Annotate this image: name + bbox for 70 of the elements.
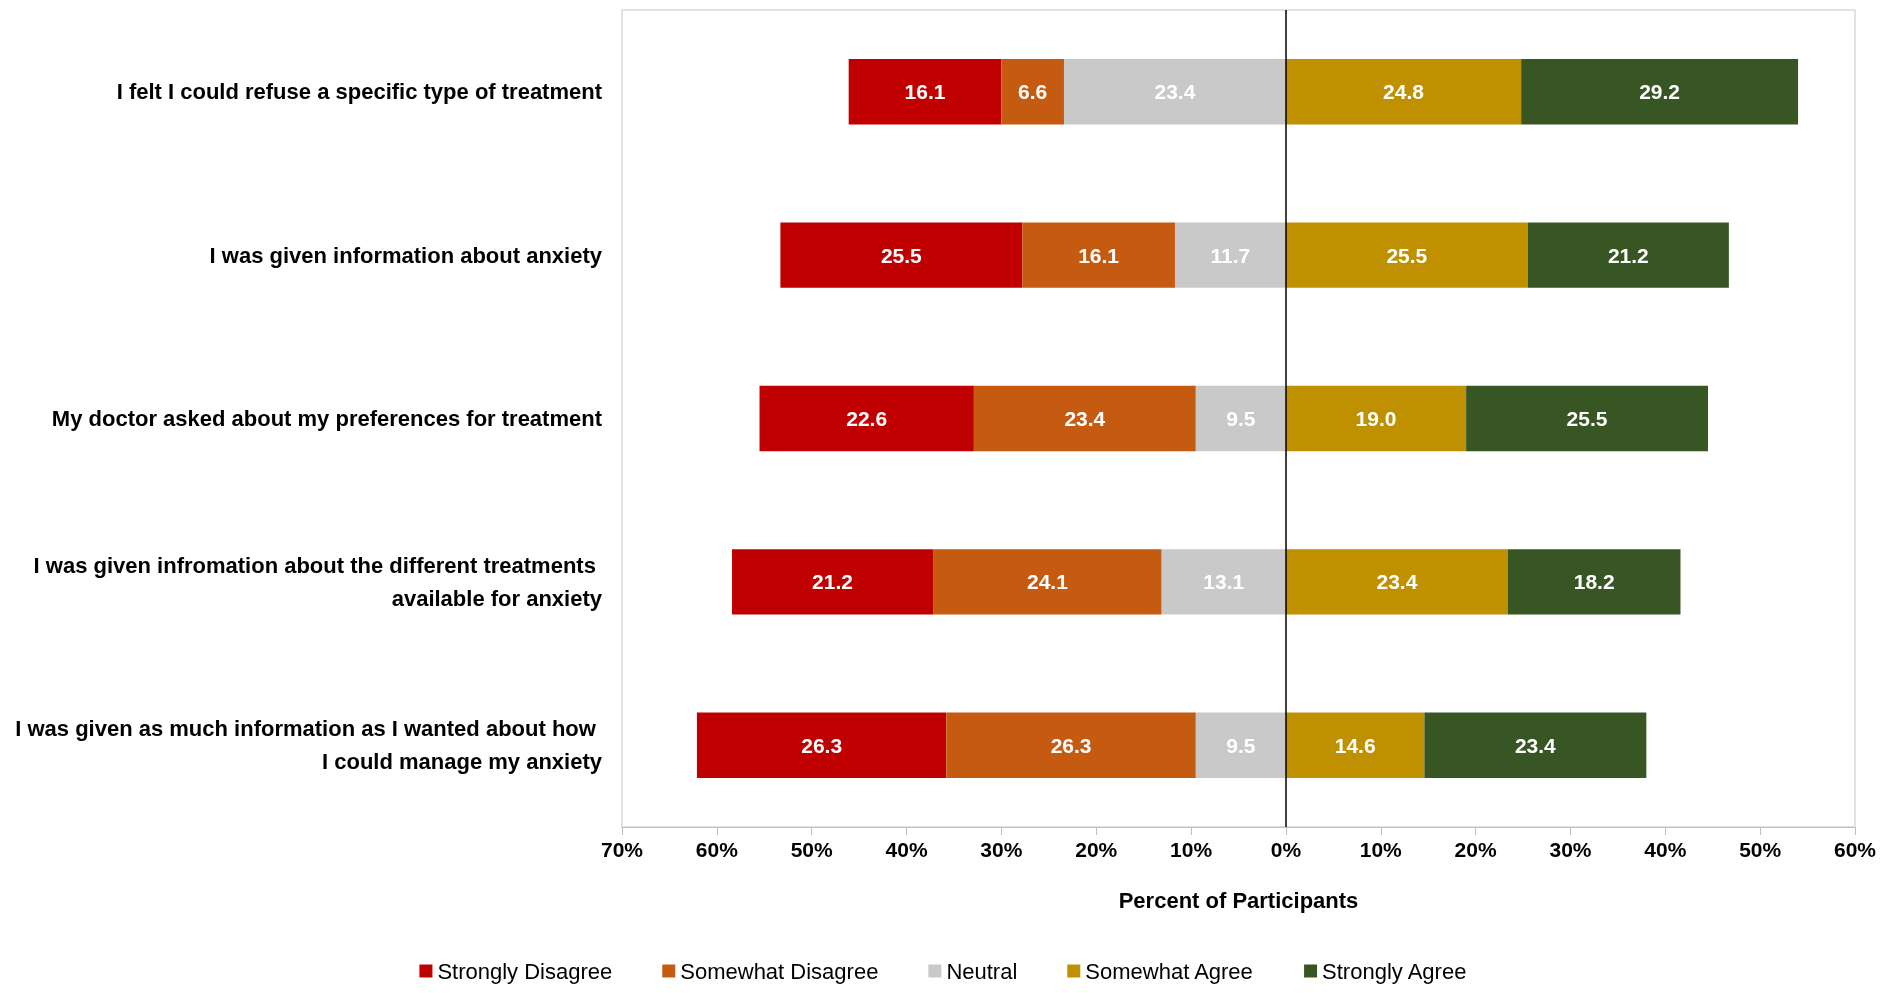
y-tick-label: I was given infromation about the different treatments available for anxiety	[33, 552, 603, 611]
bar	[696, 712, 947, 778]
data-label: 18.2	[1573, 570, 1615, 594]
x-tick-label: 40%	[885, 838, 928, 861]
bar	[732, 549, 934, 615]
bar	[933, 549, 1162, 615]
x-tick-label: 30%	[980, 838, 1023, 861]
bar	[946, 712, 1196, 778]
x-tick-label: 0%	[1270, 838, 1302, 861]
bar	[1521, 59, 1799, 125]
legend-label: Strongly Disagree	[437, 958, 613, 984]
legend-label: Neutral	[946, 958, 1018, 984]
x-axis-title: Percent of Participants	[1118, 887, 1359, 913]
data-label: 14.6	[1334, 733, 1376, 757]
x-tick-label: 10%	[1359, 838, 1403, 861]
bar	[1161, 549, 1286, 615]
data-label: 23.4	[1514, 733, 1557, 757]
x-tick-label: 70%	[600, 838, 644, 861]
data-label: 25.5	[1386, 243, 1428, 267]
y-tick-label: My doctor asked about my preferences for treatment	[51, 406, 603, 431]
legend-label: Somewhat Disagree	[680, 958, 879, 984]
x-tick-label: 30%	[1549, 838, 1592, 861]
data-label: 23.4	[1376, 570, 1418, 594]
x-tick-label: 50%	[790, 838, 834, 861]
data-label: 21.2	[1607, 243, 1649, 267]
data-label: 16.1	[904, 80, 946, 104]
bar	[1001, 59, 1064, 125]
bar	[759, 385, 974, 452]
bar	[1424, 712, 1647, 778]
y-tick-label: I felt I could refuse a specific type of treatment	[116, 79, 603, 105]
data-label: 22.6	[846, 407, 888, 430]
bar	[1195, 385, 1286, 452]
legend-label: Strongly Agree	[1322, 958, 1467, 984]
x-tick-label: 40%	[1644, 838, 1687, 861]
y-tick-label: I was given as much information as I wanted about how I could manage my anxiety	[15, 716, 603, 775]
bar	[1174, 222, 1286, 288]
x-tick-label: 10%	[1170, 838, 1213, 861]
legend-label: Somewhat Agree	[1085, 958, 1253, 984]
data-label: 29.2	[1639, 80, 1681, 104]
bar	[1285, 385, 1467, 452]
bar	[1285, 222, 1528, 288]
y-tick-label: I was given information about anxiety	[209, 242, 603, 268]
data-label: 25.5	[1566, 407, 1608, 430]
bar	[1285, 59, 1522, 125]
bar	[973, 385, 1196, 452]
bar	[1507, 549, 1681, 615]
data-label: 24.8	[1383, 80, 1425, 104]
data-label: 24.1	[1026, 570, 1069, 594]
data-label: 6.6	[1018, 80, 1048, 104]
x-tick-label: 20%	[1454, 838, 1497, 861]
bar	[1195, 712, 1286, 778]
data-label: 26.3	[1050, 733, 1092, 757]
x-tick-label: 50%	[1739, 838, 1782, 861]
bar	[1063, 59, 1286, 125]
x-tick-label: 20%	[1075, 838, 1118, 861]
data-label: 19.0	[1355, 407, 1397, 430]
bar	[1466, 385, 1708, 452]
x-tick-label: 60%	[1833, 838, 1877, 861]
bar	[780, 222, 1023, 288]
bar	[848, 59, 1002, 125]
bar	[1022, 222, 1175, 288]
bar	[1285, 549, 1508, 615]
data-label: 26.3	[801, 733, 843, 757]
data-label: 23.4	[1064, 407, 1106, 430]
bar	[1527, 222, 1729, 288]
bar	[1285, 712, 1425, 778]
x-tick-label: 60%	[695, 838, 739, 861]
data-label: 16.1	[1078, 243, 1120, 267]
data-label: 21.2	[812, 570, 853, 594]
data-label: 25.5	[880, 243, 923, 267]
